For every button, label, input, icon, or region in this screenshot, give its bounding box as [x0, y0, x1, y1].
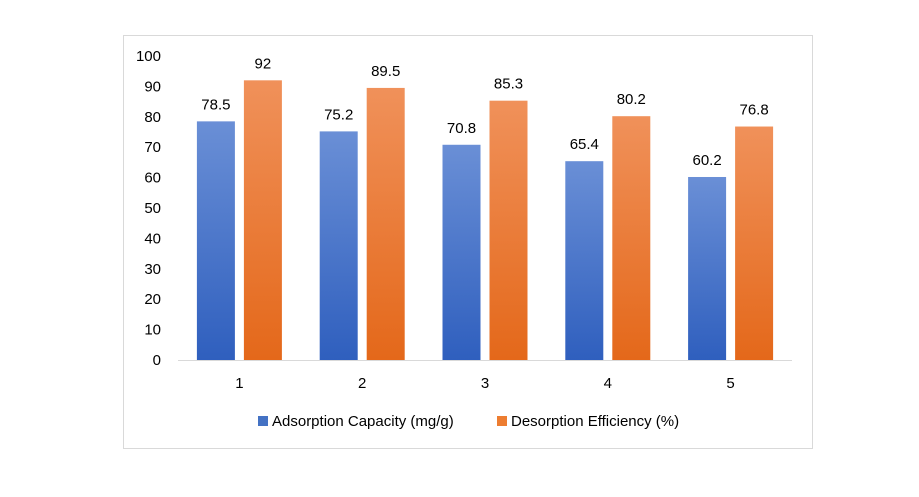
x-tick-label: 4: [604, 375, 612, 392]
y-tick-label: 100: [136, 48, 161, 65]
chart-frame: [123, 35, 813, 449]
x-axis-tick-labels: 1 2 3 4 5: [235, 375, 735, 392]
data-label: 76.8: [739, 102, 768, 119]
data-label: 78.5: [201, 96, 230, 113]
bar-desorption: [612, 116, 651, 360]
bar-adsorption: [565, 161, 604, 360]
y-axis-tick-labels: 0 10 20 30 40 50 60 70 80 90 100: [136, 48, 161, 369]
bar-desorption: [243, 80, 282, 360]
bar-desorption: [366, 87, 405, 361]
bar-adsorption: [196, 121, 235, 360]
legend-swatch: [497, 416, 507, 426]
x-tick-label: 1: [235, 375, 243, 392]
y-tick-label: 0: [153, 352, 161, 369]
y-tick-label: 20: [144, 291, 161, 308]
y-tick-label: 80: [144, 109, 161, 126]
bar-desorption: [735, 126, 774, 360]
y-tick-label: 60: [144, 170, 161, 187]
legend-swatch: [258, 416, 268, 426]
data-label: 89.5: [371, 63, 400, 80]
y-tick-label: 90: [144, 78, 161, 95]
bar-adsorption: [688, 176, 727, 360]
bar-adsorption: [442, 144, 481, 360]
bar-adsorption: [319, 131, 358, 360]
data-label: 92: [255, 55, 272, 72]
data-label: 70.8: [447, 120, 476, 137]
y-tick-label: 40: [144, 230, 161, 247]
data-label: 80.2: [617, 91, 646, 108]
y-tick-label: 50: [144, 200, 161, 217]
data-label: 85.3: [494, 76, 523, 93]
x-tick-label: 5: [726, 375, 734, 392]
x-tick-label: 2: [358, 375, 366, 392]
legend: Adsorption Capacity (mg/g) Desorption Eff…: [258, 413, 679, 430]
data-label: 60.2: [692, 152, 721, 169]
bar-desorption: [489, 100, 528, 361]
data-label: 75.2: [324, 106, 353, 123]
x-tick-label: 3: [481, 375, 489, 392]
legend-label: Desorption Efficiency (%): [511, 413, 679, 430]
y-tick-label: 70: [144, 139, 161, 156]
bars: 78.5 92 75.2 89.5 70.8 85.3 65.4 80.2 60.2 76.8: [196, 55, 774, 361]
data-label: 65.4: [570, 136, 599, 153]
legend-label: Adsorption Capacity (mg/g): [272, 413, 454, 430]
y-tick-label: 10: [144, 322, 161, 339]
y-tick-label: 30: [144, 261, 161, 278]
